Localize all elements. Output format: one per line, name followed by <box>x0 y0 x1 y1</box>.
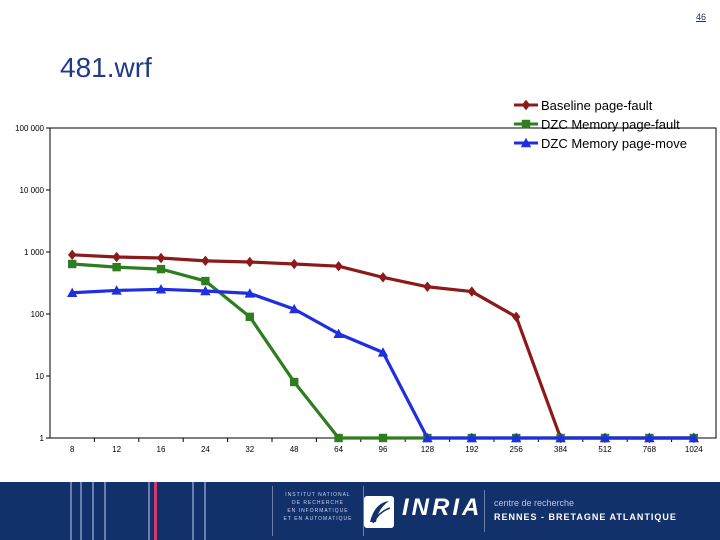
data-point <box>555 432 566 443</box>
x-tick-label: 512 <box>598 445 612 454</box>
institute-name: INSTITUT NATIONAL DE RECHERCHE EN INFORM… <box>272 486 364 536</box>
data-point <box>68 259 77 269</box>
data-point <box>67 287 78 297</box>
data-point <box>290 377 299 387</box>
footer-stripe <box>104 482 106 540</box>
legend-marker <box>521 119 531 129</box>
data-point <box>200 285 211 296</box>
x-tick-label: 64 <box>334 445 343 454</box>
institute-line: INSTITUT NATIONAL <box>285 492 351 498</box>
footer-divider <box>484 490 485 532</box>
x-tick-label: 24 <box>201 445 210 454</box>
y-tick-label: 10 <box>35 372 44 381</box>
data-point <box>378 272 388 283</box>
footer-banner: INSTITUT NATIONAL DE RECHERCHE EN INFORM… <box>0 482 720 540</box>
data-point <box>466 432 477 443</box>
data-point <box>599 432 611 443</box>
series-layer <box>67 249 699 444</box>
inria-logo-text: INRIA <box>402 494 483 521</box>
y-tick-label: 1 000 <box>24 248 45 257</box>
footer-stripe-accent <box>154 482 157 540</box>
data-point <box>156 252 166 264</box>
data-point <box>156 264 166 274</box>
series-line <box>72 287 694 440</box>
centre-name: RENNES - BRETAGNE ATLANTIQUE <box>494 512 677 522</box>
data-point <box>377 347 389 357</box>
data-point <box>467 286 476 297</box>
footer-stripe <box>204 482 206 540</box>
data-point <box>111 285 122 295</box>
data-point <box>334 261 343 272</box>
footer-stripe <box>148 482 150 540</box>
data-point <box>289 303 300 314</box>
y-tick-label: 100 <box>31 310 45 319</box>
centre-label: centre de recherche <box>494 498 575 508</box>
legend-label: DZC Memory page-fault <box>541 117 680 132</box>
data-point <box>245 256 254 268</box>
data-point <box>688 432 699 443</box>
institute-line: DE RECHERCHE <box>291 500 344 506</box>
series-1 <box>68 249 698 444</box>
x-tick-label: 768 <box>643 445 657 454</box>
x-tick-label: 48 <box>290 445 299 454</box>
footer-stripe <box>70 482 72 540</box>
x-tick-label: 96 <box>379 445 388 454</box>
y-tick-label: 100 000 <box>15 124 44 133</box>
data-point <box>244 288 255 298</box>
footer-stripe <box>80 482 82 540</box>
data-point <box>112 251 121 263</box>
data-point <box>334 433 343 443</box>
data-point <box>511 432 522 443</box>
legend-marker <box>521 99 531 111</box>
data-point <box>245 312 254 322</box>
data-point <box>644 432 655 443</box>
line-chart: 1 10 100 1 000 10 000 100 000 8 12 16 24 32 48 64 96 1… <box>15 98 717 454</box>
legend-marker <box>520 137 532 148</box>
legend-label: DZC Memory page-move <box>541 136 687 151</box>
data-point <box>422 432 433 443</box>
data-point <box>155 284 167 294</box>
slide-title: 481.wrf <box>60 52 152 83</box>
x-tick-label: 128 <box>421 445 435 454</box>
data-point <box>290 258 299 270</box>
x-tick-label: 1024 <box>685 445 703 454</box>
x-tick-label: 16 <box>157 445 166 454</box>
x-tick-label: 32 <box>245 445 254 454</box>
x-tick-label: 192 <box>465 445 479 454</box>
footer-stripe <box>92 482 94 540</box>
y-tick-label: 10 000 <box>20 186 45 195</box>
data-point <box>201 276 210 286</box>
data-point <box>333 328 344 338</box>
data-point <box>512 311 521 323</box>
institute-line: ET EN AUTOMATIQUE <box>283 516 353 522</box>
data-point <box>112 262 121 272</box>
legend-label: Baseline page-fault <box>541 98 653 113</box>
plot-area <box>49 127 717 439</box>
inria-logo-icon <box>364 496 394 528</box>
data-point <box>378 433 388 443</box>
data-point <box>68 249 77 261</box>
x-tick-label: 12 <box>112 445 121 454</box>
series-3 <box>67 284 699 443</box>
data-point <box>201 255 210 267</box>
y-tick-label: 1 <box>40 434 45 443</box>
x-tick-label: 384 <box>554 445 568 454</box>
institute-line: EN INFORMATIQUE <box>287 508 349 514</box>
legend: Baseline page-fault DZC Memory page-fault… <box>514 98 687 151</box>
x-tick-label: 256 <box>510 445 524 454</box>
footer-stripe <box>192 482 194 540</box>
data-point <box>423 281 432 292</box>
x-tick-label: 8 <box>70 445 75 454</box>
page-number: 46 <box>695 12 706 22</box>
